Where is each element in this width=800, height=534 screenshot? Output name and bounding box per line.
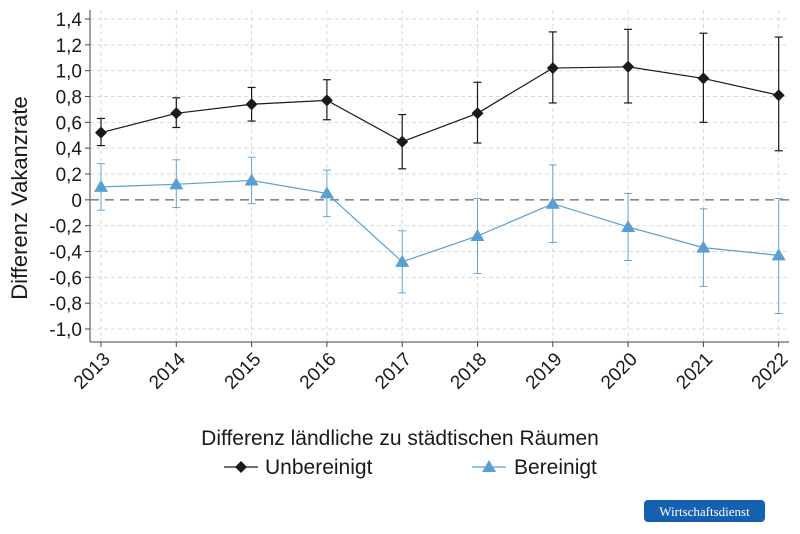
legend-item-unbereinigt: Unbereinigt (224, 456, 373, 479)
data-point (471, 107, 484, 120)
x-tick-label: 2022 (748, 349, 793, 394)
x-tick-label: 2020 (597, 349, 642, 394)
data-point (772, 89, 785, 102)
x-tick-label: 2015 (221, 349, 266, 394)
badge-background (644, 500, 765, 522)
data-point (320, 94, 333, 107)
data-point (396, 135, 409, 148)
data-point (170, 107, 183, 120)
x-tick-label: 2014 (145, 349, 190, 394)
data-point (95, 126, 107, 139)
y-tick-label: 0,4 (56, 139, 83, 160)
series-line (100, 66, 779, 143)
triangle-marker-icon (482, 460, 496, 472)
legend-label-bereinigt: Bereinigt (514, 456, 597, 479)
x-tick-label: 2018 (447, 349, 492, 394)
y-tick-label: 0,6 (56, 113, 82, 134)
data-point (245, 98, 258, 111)
tick-labels: 1,4 1,2 1,0 0,8 0,6 0,4 0,2 0 -0,2 -0,4 -0,6 -0,8 -1… (49, 10, 792, 394)
legend-label-unbereinigt: Unbereinigt (265, 456, 373, 479)
data-point (470, 229, 485, 241)
badge-label: Wirtschaftsdienst (659, 504, 750, 519)
y-tick-label: -0,2 (49, 217, 82, 238)
data-point (244, 173, 259, 186)
data-point (697, 72, 710, 85)
y-tick-label: 1,0 (56, 62, 82, 83)
y-tick-label: -0,4 (49, 243, 82, 264)
x-tick-label: 2016 (296, 349, 341, 394)
data-point (319, 186, 334, 199)
data-point (94, 179, 108, 192)
y-tick-label: 1,2 (56, 36, 82, 57)
series-line (100, 179, 779, 263)
legend-item-bereinigt: Bereinigt (472, 456, 597, 479)
x-tick-label: 2017 (371, 349, 416, 394)
data-point (621, 219, 636, 232)
y-tick-label: -0,6 (49, 268, 82, 289)
x-tick-label: 2013 (70, 349, 115, 394)
series-bereinigt (94, 156, 786, 314)
y-tick-label: 0 (71, 191, 82, 212)
axes (85, 10, 789, 347)
data-point (546, 62, 559, 75)
series-layer (94, 28, 786, 314)
series-unbereinigt (95, 28, 785, 170)
data-point (696, 240, 711, 253)
diamond-marker-icon (235, 461, 247, 473)
y-tick-label: 0,2 (56, 165, 82, 186)
data-point (545, 196, 560, 209)
y-tick-label: 1,4 (56, 10, 83, 31)
grid-lines (90, 10, 789, 342)
publisher-badge: Wirtschaftsdienst (644, 500, 765, 522)
y-axis-title: Differenz Vakanzrate (7, 96, 32, 299)
data-point (169, 177, 184, 190)
data-point (395, 254, 410, 267)
legend-title: Differenz ländliche zu städtischen Räume… (201, 427, 599, 450)
x-tick-label: 2021 (672, 349, 717, 394)
x-tick-label: 2019 (522, 349, 567, 394)
y-tick-label: -1,0 (49, 320, 82, 341)
data-point (771, 248, 786, 261)
data-point (622, 60, 635, 73)
y-tick-label: -0,8 (49, 294, 82, 315)
y-tick-label: 0,8 (56, 88, 82, 109)
